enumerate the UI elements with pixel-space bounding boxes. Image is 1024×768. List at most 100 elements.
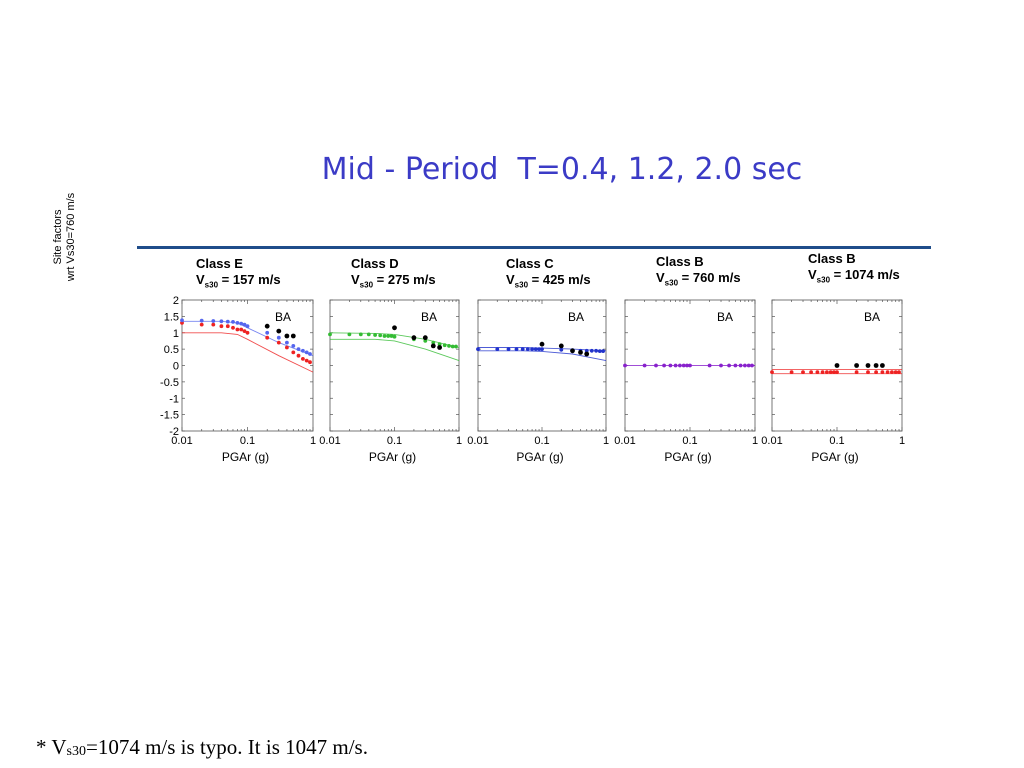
data-point <box>235 327 240 332</box>
data-point <box>514 347 519 351</box>
y-tick-label: -1.5 <box>160 410 179 422</box>
y-tick-label: -0.5 <box>160 377 179 389</box>
data-point <box>276 340 281 345</box>
data-point <box>284 333 290 339</box>
data-point <box>506 347 511 351</box>
data-point <box>225 324 230 329</box>
data-point <box>301 348 305 353</box>
data-point <box>264 323 270 329</box>
data-point <box>733 363 738 368</box>
data-point <box>601 349 605 353</box>
data-point <box>199 322 204 327</box>
data-point <box>893 370 898 374</box>
y-tick-label: -1 <box>169 393 179 405</box>
data-point <box>688 363 692 368</box>
data-point <box>594 348 598 353</box>
data-point <box>865 363 871 368</box>
data-point <box>885 370 890 374</box>
data-point <box>291 344 296 348</box>
data-point <box>801 370 805 374</box>
data-point <box>389 334 394 338</box>
data-point <box>825 370 829 374</box>
data-point <box>285 340 289 345</box>
data-point <box>304 358 309 363</box>
data-point <box>276 328 282 334</box>
footnote: * Vs30=1074 m/s is typo. It is 1047 m/s. <box>36 735 368 759</box>
x-axis-label: PGAr (g) <box>222 450 269 464</box>
data-point <box>832 370 836 374</box>
data-point <box>437 345 442 350</box>
series-line <box>330 338 460 362</box>
data-point <box>392 334 397 339</box>
data-point <box>743 363 747 368</box>
panel-header-class-d: Class D Vs30 = 275 m/s <box>351 256 436 294</box>
data-point <box>242 329 247 333</box>
x-axis-label: PGAr (g) <box>516 450 563 464</box>
panel-header-class-b-1074: Class B Vs30 = 1074 m/s <box>808 251 900 289</box>
data-point <box>533 347 538 351</box>
data-point <box>431 340 436 345</box>
data-point <box>835 370 839 374</box>
x-tick-label: 0.1 <box>240 435 255 447</box>
panel-vs-label: Vs30 = 425 m/s <box>506 272 591 290</box>
panel-header-class-b-760: Class B Vs30 = 760 m/s <box>656 254 741 292</box>
data-point <box>520 347 525 351</box>
data-point <box>366 332 371 337</box>
panel-vs-label: Vs30 = 1074 m/s <box>808 267 900 285</box>
data-point <box>450 344 455 349</box>
data-point <box>654 363 658 368</box>
data-point <box>290 333 296 339</box>
data-point <box>199 318 204 323</box>
data-point <box>809 370 813 374</box>
ba-annotation: BA <box>568 310 584 324</box>
data-point <box>578 350 583 355</box>
y-tick-label: 1 <box>173 328 179 340</box>
data-point <box>537 347 541 351</box>
data-point <box>678 363 682 368</box>
data-point <box>245 324 250 329</box>
data-point <box>770 370 774 374</box>
data-point <box>854 370 859 374</box>
data-point <box>430 343 436 349</box>
data-point <box>437 342 442 347</box>
data-point <box>180 318 184 323</box>
data-point <box>231 325 235 330</box>
data-point <box>242 322 247 327</box>
data-point <box>727 363 731 368</box>
x-axis-label: PGAr (g) <box>369 450 416 464</box>
x-axis-label: PGAr (g) <box>811 450 858 464</box>
data-point <box>597 349 602 353</box>
data-point <box>880 363 885 368</box>
x-tick-label: 0.01 <box>761 435 782 447</box>
x-tick-label: 0.01 <box>171 435 192 447</box>
data-point <box>558 343 564 349</box>
panel-vs-label: Vs30 = 760 m/s <box>656 270 741 288</box>
data-point <box>296 353 301 358</box>
panel-class-label: Class D <box>351 256 399 271</box>
data-point <box>820 370 825 374</box>
ba-annotation: BA <box>717 310 733 324</box>
data-point <box>476 347 480 351</box>
data-point <box>265 335 270 340</box>
data-point <box>239 321 244 326</box>
data-point <box>308 360 312 365</box>
data-point <box>707 363 712 368</box>
data-point <box>235 321 240 325</box>
data-point <box>815 370 820 374</box>
data-point <box>219 319 224 324</box>
data-point <box>225 319 230 324</box>
data-point <box>828 370 833 374</box>
plot-frame <box>477 299 607 432</box>
x-tick-label: 0.01 <box>467 435 488 447</box>
data-point <box>422 335 428 341</box>
y-tick-label: 2 <box>173 295 179 307</box>
x-tick-label: 0.1 <box>387 435 402 447</box>
data-point <box>890 370 894 374</box>
data-point <box>750 363 754 368</box>
data-point <box>570 348 575 354</box>
data-point <box>681 363 686 368</box>
data-point <box>623 363 627 368</box>
data-point <box>301 357 305 361</box>
data-point <box>447 344 451 348</box>
data-point <box>265 330 270 335</box>
